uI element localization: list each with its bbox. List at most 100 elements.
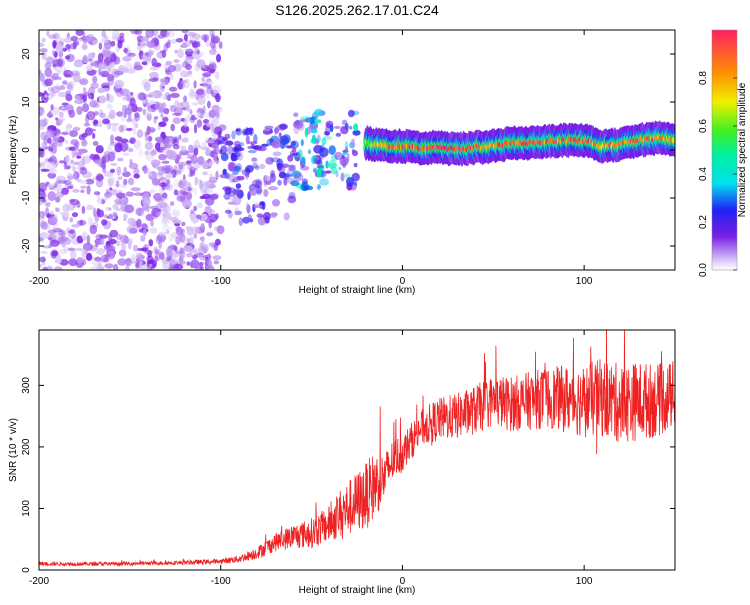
spectrogram-cell: [347, 109, 355, 118]
spectrogram-cell: [313, 144, 323, 154]
spectrogram-cell: [64, 140, 69, 144]
spectrogram-cell: [47, 55, 53, 63]
spectrogram-cell: [142, 108, 147, 116]
spectrogram-cell: [190, 152, 194, 162]
snr-frame: [38, 329, 676, 571]
spectrogram-cell: [254, 183, 260, 189]
spectrogram-cell: [333, 125, 341, 129]
spectrogram-cell: [92, 141, 99, 146]
spectrogram-cell: [109, 168, 116, 173]
spectrogram-cell: [181, 236, 190, 245]
spectrogram-cell: [39, 199, 43, 206]
spectrogram-cell: [100, 238, 105, 246]
spectrogram-cell: [112, 211, 118, 217]
spectrogram-cell: [136, 107, 143, 112]
spectrogram-cell: [298, 149, 303, 159]
spectrogram-cell: [128, 228, 137, 234]
spectrogram-cell: [74, 150, 78, 156]
colorbar: 0.0 0.2 0.4 0.6 0.8 Normalized spectral ampl…: [698, 29, 748, 277]
spectrogram-cell: [316, 183, 321, 191]
spectrogram-cell: [211, 33, 215, 42]
spectrogram-cell: [86, 204, 94, 211]
spectrogram-cell: [170, 258, 178, 265]
x-tick-label: 100: [576, 276, 593, 287]
spectrogram-cell: [208, 176, 218, 184]
spectrogram-cell: [196, 214, 202, 220]
spectrogram-cell: [43, 266, 48, 270]
spectrogram-cell: [339, 156, 349, 167]
spectrogram-cell: [158, 146, 166, 151]
spectrogram-cell: [279, 123, 288, 130]
spectrogram-cell: [40, 161, 47, 167]
spectrogram-cell: [352, 150, 358, 157]
spectrogram-cell: [122, 171, 131, 178]
spectrogram-cell: [141, 223, 148, 229]
spectrogram-cell: [185, 57, 193, 65]
spectrogram-cell: [104, 194, 111, 200]
spectrogram-cell: [133, 139, 141, 150]
spectrogram-cell: [150, 128, 155, 133]
spectrogram-cell: [123, 62, 133, 72]
spectrogram-cell: [148, 91, 157, 98]
spectrogram-cell: [206, 259, 213, 269]
spectrogram-cell: [39, 42, 45, 47]
y-tick-label: 300: [21, 377, 32, 394]
spectrogram-cell: [129, 159, 133, 165]
spectrogram-cell: [167, 64, 177, 73]
spectrogram-cell: [72, 166, 76, 173]
spectrogram-cell: [72, 40, 77, 50]
spectrogram-cell: [199, 236, 205, 241]
spectrogram-cell: [148, 78, 159, 82]
spectrogram-cell: [168, 266, 177, 270]
spectrogram-cell: [197, 144, 202, 149]
spectrogram-cell: [74, 247, 84, 252]
spectrogram-cell: [175, 235, 181, 245]
spectrogram-cell: [172, 244, 178, 250]
spectrogram-cell: [189, 259, 200, 269]
spectrogram-cell: [39, 213, 43, 218]
spectrogram-cell: [101, 199, 106, 205]
spectrogram-cell: [116, 243, 125, 247]
spectrogram-cell: [218, 41, 223, 49]
spectrogram-cell: [75, 30, 84, 36]
spectrogram-cell: [254, 165, 260, 170]
spectrogram-cell: [196, 59, 206, 69]
spectrogram-cell: [39, 73, 45, 83]
spectrogram-cell: [283, 212, 290, 221]
spectrogram-cell: [94, 160, 102, 165]
spectrogram-cell: [136, 92, 145, 101]
spectrogram-cell: [311, 155, 317, 165]
spectrogram-cell: [189, 249, 195, 254]
spectrogram-cell: [143, 81, 151, 92]
spectrogram-cell: [65, 93, 73, 102]
spectrogram-cell: [60, 105, 65, 110]
spectrogram-cell: [193, 186, 197, 196]
spectrogram-cell: [169, 201, 175, 207]
spectrogram-cell: [106, 93, 114, 104]
spectrogram-cell: [133, 173, 140, 179]
spectrogram-cell: [349, 125, 353, 130]
spectrogram-cell: [148, 189, 156, 194]
spectrogram-cell: [86, 252, 93, 261]
colorbar-ticks: 0.0 0.2 0.4 0.6 0.8: [698, 71, 737, 277]
spectrogram-cell: [55, 43, 63, 53]
spectrogram-cell: [325, 170, 332, 174]
spectrogram-cell: [175, 226, 183, 236]
spectrogram-cell: [57, 180, 68, 184]
spectrogram-cell: [197, 88, 206, 99]
spectrogram-cell: [212, 84, 222, 94]
spectrogram-cell: [88, 58, 93, 62]
spectrogram-cell: [89, 100, 98, 108]
spectrogram-cell: [90, 62, 97, 67]
spectrogram-cell: [134, 30, 143, 35]
spectrogram-cell: [287, 195, 297, 204]
spectrogram-cell: [181, 221, 186, 227]
spectrogram-cell: [328, 145, 336, 155]
spectrogram-cell: [190, 209, 195, 214]
spectrogram-cell: [98, 42, 103, 50]
spectrogram-cell: [316, 168, 322, 178]
spectrogram-cell: [161, 165, 171, 175]
spectrogram-cell: [141, 36, 146, 42]
spectrogram-cell: [172, 144, 180, 150]
